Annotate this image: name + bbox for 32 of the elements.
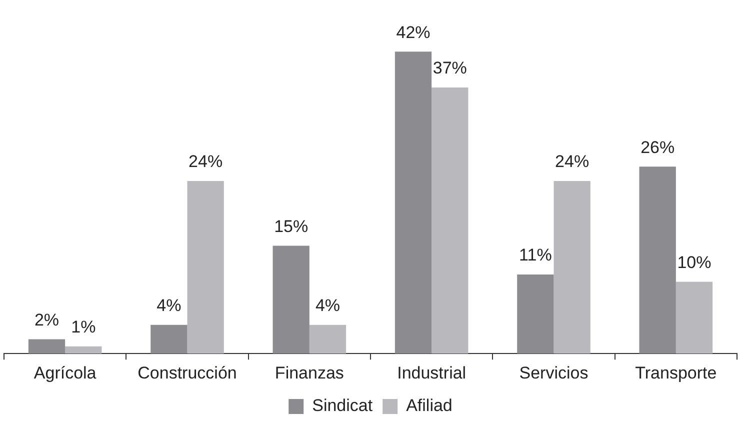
data-label: 4% xyxy=(315,296,340,316)
bar xyxy=(394,52,432,354)
bar xyxy=(517,274,554,354)
data-label: 2% xyxy=(34,310,60,330)
x-tick-label: Transporte xyxy=(635,363,717,382)
data-label: 15% xyxy=(274,216,308,236)
bar xyxy=(639,166,676,354)
data-label: 42% xyxy=(396,22,430,42)
bar xyxy=(187,181,224,354)
bar xyxy=(65,346,102,354)
data-label: 24% xyxy=(555,152,590,172)
x-tick-label: Servicios xyxy=(519,363,588,382)
bar xyxy=(309,324,346,354)
legend-label: Afiliad xyxy=(406,396,452,416)
bar xyxy=(432,88,468,354)
x-tick-label: Construcción xyxy=(138,363,237,382)
bar xyxy=(554,181,590,354)
x-tick-label: Agrícola xyxy=(34,363,97,382)
bar xyxy=(272,246,310,354)
bar xyxy=(150,324,188,354)
data-label: 1% xyxy=(71,318,96,337)
x-tick-label: Industrial xyxy=(397,363,466,382)
legend-label: Sindicat xyxy=(312,396,373,416)
bar xyxy=(28,339,66,354)
data-label: 24% xyxy=(188,152,223,172)
data-label: 37% xyxy=(432,58,467,78)
data-label: 10% xyxy=(677,252,712,272)
bar xyxy=(676,282,713,354)
data-label: 26% xyxy=(640,138,675,157)
data-label: 4% xyxy=(156,296,182,316)
x-tick-label: Finanzas xyxy=(274,363,344,382)
data-label: 11% xyxy=(519,246,552,265)
